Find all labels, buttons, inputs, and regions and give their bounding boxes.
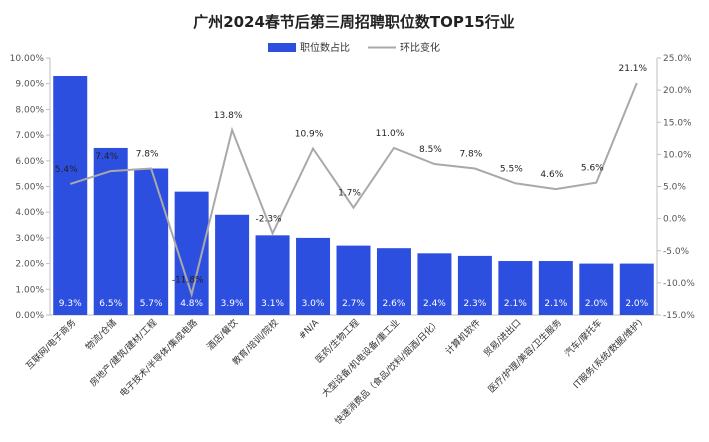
category-label: #N/A [297,317,321,341]
trend-line: 5.4% 7.4% 7.8% -11.8% 13.8% -2.3% 10.9% 1.7% 11.… [55,64,648,299]
bar-value-label: 2.1% [504,299,527,309]
bar [215,214,250,315]
y-left-tick-label: 0.00% [15,311,44,321]
y-left-tick-label: 6.00% [15,157,44,167]
line-value-label: 5.4% [55,165,78,175]
bar-value-label: 2.0% [585,299,608,309]
y-right-tick-label: 0.0% [663,215,686,225]
bar [619,263,654,315]
line-value-label: 4.6% [540,170,563,180]
bar-value-label: 2.6% [383,299,406,309]
bar [296,237,331,315]
bar [538,261,573,315]
bars: 9.3% 6.5% 5.7% 4.8% 3.9% 3.1% 3.0% 2.7% 2.6% 2.4%… [53,75,654,316]
bar-value-label: 6.5% [99,299,122,309]
bar-value-label: 5.7% [140,299,163,309]
category-label: 计算机软件 [443,317,483,357]
category-label: 电子技术/半导体/集成电路 [117,317,200,400]
bar [457,255,492,315]
bar [376,248,411,315]
y-right-tick-label: 25.0% [663,54,692,64]
category-label: 酒店/餐饮 [204,317,240,353]
line-value-label: 10.9% [295,130,324,140]
line-value-label: 5.5% [500,164,523,174]
bar-value-label: 2.0% [625,299,648,309]
y-left-tick-label: 3.00% [15,234,44,244]
line-value-label: -11.8% [172,275,204,285]
line-value-label: 21.1% [618,64,647,74]
line-value-label: 1.7% [338,189,361,199]
category-label: 大型设备/机电设备/重工业 [319,317,402,400]
y-left-tick-label: 5.00% [15,183,44,193]
legend-swatch-bar [268,43,296,52]
bar-value-label: 2.4% [423,299,446,309]
bar [53,75,88,316]
category-label: 贸易/进出口 [481,317,523,359]
bar-value-label: 3.9% [221,299,244,309]
line-value-label: 5.6% [581,164,604,174]
chart-title: 广州2024春节后第三周招聘职位数TOP15行业 [193,13,515,31]
y-right-tick-label: -10.0% [663,279,695,289]
y-right-tick-label: -5.0% [663,247,690,257]
category-label: 互联网/电子商务 [23,317,78,372]
y-left-tick-label: 4.00% [15,208,44,218]
y-left-tick-label: 8.00% [15,105,44,115]
category-label: 汽车/摩托车 [562,317,604,359]
y-right-tick-label: 20.0% [663,86,692,96]
bar-value-label: 3.0% [302,299,325,309]
category-label: 房地产/建筑/建材/工程 [87,317,159,389]
bar-value-label: 4.8% [180,299,203,309]
legend: 职位数占比 环比变化 [268,41,440,54]
line-value-label: 11.0% [376,129,405,139]
line-value-label: 7.4% [95,152,118,162]
bar [417,253,452,315]
bar-value-label: 9.3% [59,299,82,309]
y-left-tick-label: 10.00% [10,54,45,64]
y-left-tick-label: 1.00% [15,285,44,295]
y-right-tick-label: 10.0% [663,150,692,160]
bar [134,168,169,315]
line-value-label: 8.5% [419,145,442,155]
bar [336,245,371,315]
category-label: 物流/仓储 [83,317,119,353]
legend-label-bar: 职位数占比 [300,41,350,54]
category-label: 医疗/护理/美容/卫生服务 [485,317,564,396]
y-left-tick-label: 9.00% [15,80,44,90]
y-right-tick-label: 15.0% [663,118,692,128]
line-value-label: 13.8% [214,111,243,121]
bar-value-label: 3.1% [261,299,284,309]
trend-line-path [69,82,638,299]
bar-value-label: 2.3% [463,299,486,309]
line-value-label: 7.8% [136,150,159,160]
category-label: IT服务(系统/数据/维护) [570,317,644,391]
bar [498,261,533,315]
bar-value-label: 2.7% [342,299,365,309]
legend-label-line: 环比变化 [400,41,440,54]
bar [255,235,290,315]
y-right-tick-label: -15.0% [663,311,695,321]
bar [93,147,128,315]
line-value-label: -2.3% [256,214,283,224]
y-left-tick-label: 2.00% [15,260,44,270]
y-right-tick-label: 5.0% [663,183,686,193]
line-value-label: 7.8% [459,150,482,160]
bar-value-label: 2.1% [544,299,567,309]
y-left-tick-label: 7.00% [15,131,44,141]
bar [579,263,614,315]
